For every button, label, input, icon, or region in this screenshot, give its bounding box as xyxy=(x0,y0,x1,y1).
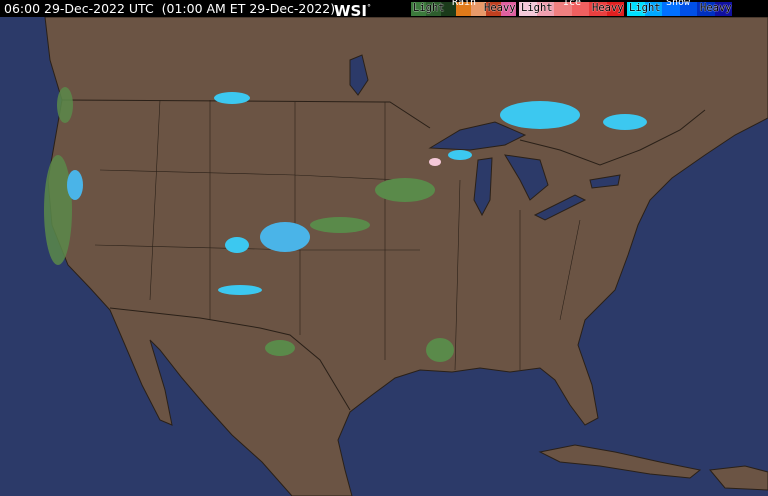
legend-swatch xyxy=(554,2,572,16)
legend-swatch xyxy=(536,2,554,16)
rain-echo xyxy=(57,87,73,123)
legend-rain-heavy: Heavy xyxy=(484,2,516,14)
legend-swatch xyxy=(606,2,624,16)
rain-echo xyxy=(265,340,295,356)
legend-swatch xyxy=(644,2,662,16)
lake-superior xyxy=(428,121,527,151)
us-mexico-border xyxy=(109,307,351,411)
legend-ice-title: Ice xyxy=(563,0,582,8)
legend-rain-title: Rain xyxy=(452,0,477,8)
legend-rain-light: Light xyxy=(413,2,445,14)
us-canada-border xyxy=(61,99,706,166)
legend-snow xyxy=(627,2,732,16)
legend-swatch xyxy=(486,2,501,16)
land-cuba xyxy=(538,444,702,479)
wsi-logo: WSI° xyxy=(334,2,371,20)
lake-huron xyxy=(504,154,549,201)
legend-swatch xyxy=(441,2,456,16)
precipitation xyxy=(44,87,647,362)
land-hispaniola xyxy=(709,465,768,491)
legend-ice-light: Light xyxy=(521,2,553,14)
snow-echo xyxy=(218,285,262,295)
legend-swatch xyxy=(411,2,426,16)
great-lakes xyxy=(349,54,621,221)
legend-swatch xyxy=(627,2,645,16)
rain-echo xyxy=(426,338,454,362)
legend-swatch xyxy=(571,2,589,16)
state-lines xyxy=(94,99,581,371)
land-north-america xyxy=(44,16,768,496)
rain-echo xyxy=(375,178,435,202)
legend-swatch xyxy=(519,2,537,16)
ice-echo xyxy=(429,158,441,166)
snow-echo xyxy=(260,222,310,252)
legend-snow-light: Light xyxy=(629,2,661,14)
legend-ice-heavy: Heavy xyxy=(592,2,624,14)
legend-swatch xyxy=(714,2,732,16)
snow-echo xyxy=(67,170,83,200)
header-bar: 06:00 29-Dec-2022 UTC (01:00 AM ET 29-De… xyxy=(0,0,768,20)
rain-echo xyxy=(310,217,370,233)
lake-michigan xyxy=(473,157,493,217)
legend-swatch xyxy=(501,2,516,16)
snow-echo xyxy=(448,150,472,160)
snow-echo xyxy=(225,237,249,253)
lake-winnipeg xyxy=(349,54,369,96)
legend-swatch xyxy=(471,2,486,16)
legend-rain xyxy=(411,2,516,16)
legend-swatch xyxy=(679,2,697,16)
borders xyxy=(61,99,706,411)
timestamp: 06:00 29-Dec-2022 UTC (01:00 AM ET 29-De… xyxy=(4,1,336,16)
snow-echo xyxy=(500,101,580,129)
lake-ontario xyxy=(589,174,621,189)
rain-echo xyxy=(44,155,72,265)
legend-swatch xyxy=(589,2,607,16)
snow-echo xyxy=(603,114,647,130)
legend-snow-title: Snow xyxy=(666,0,691,8)
legend-swatch xyxy=(426,2,441,16)
legend-swatch xyxy=(697,2,715,16)
snow-echo xyxy=(214,92,250,104)
legend-snow-heavy: Heavy xyxy=(700,2,732,14)
legend-ice xyxy=(519,2,624,16)
legend-swatch xyxy=(456,2,471,16)
lake-erie xyxy=(533,194,587,221)
legend-swatch xyxy=(662,2,680,16)
